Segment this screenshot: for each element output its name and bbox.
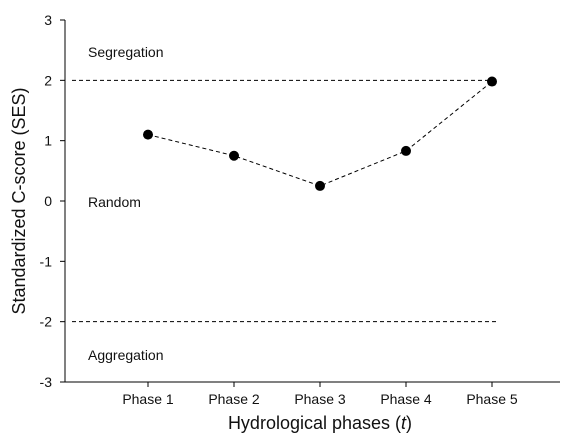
x-tick-label: Phase 2 [208,391,260,407]
x-axis-title: Hydrological phases (t) [228,413,412,433]
data-point [229,150,239,161]
y-tick-label: 3 [44,12,52,28]
y-axis-title: Standardized C-score (SES) [9,87,29,314]
x-tick-label: Phase 5 [466,391,518,407]
region-label-random: Random [88,194,141,210]
region-label-segregation: Segregation [88,44,164,60]
data-point [315,180,325,191]
x-tick-label: Phase 1 [122,391,174,407]
x-tick-label: Phase 4 [380,391,432,407]
series-line [147,81,493,187]
y-tick-label: 0 [44,193,52,209]
x-axis-ticks: Phase 1 Phase 2 Phase 3 Phase 4 Phase 5 [122,382,518,407]
data-point [487,76,497,87]
region-label-aggregation: Aggregation [88,347,164,363]
data-point [143,129,153,140]
y-tick-label: 1 [44,133,52,149]
data-point [401,145,411,156]
x-axis-title-main: Hydrological phases ( [228,413,401,433]
x-axis-title-variable: t [401,413,407,433]
y-tick-label: -2 [40,314,53,330]
x-tick-label: Phase 3 [294,391,346,407]
y-tick-label: 2 [44,72,52,88]
y-tick-label: -3 [40,374,53,390]
x-axis-title-close: ) [406,413,412,433]
y-axis-ticks: 3 2 1 0 -1 -2 -3 [40,12,65,390]
series-points [143,76,497,191]
y-tick-label: -1 [40,253,53,269]
